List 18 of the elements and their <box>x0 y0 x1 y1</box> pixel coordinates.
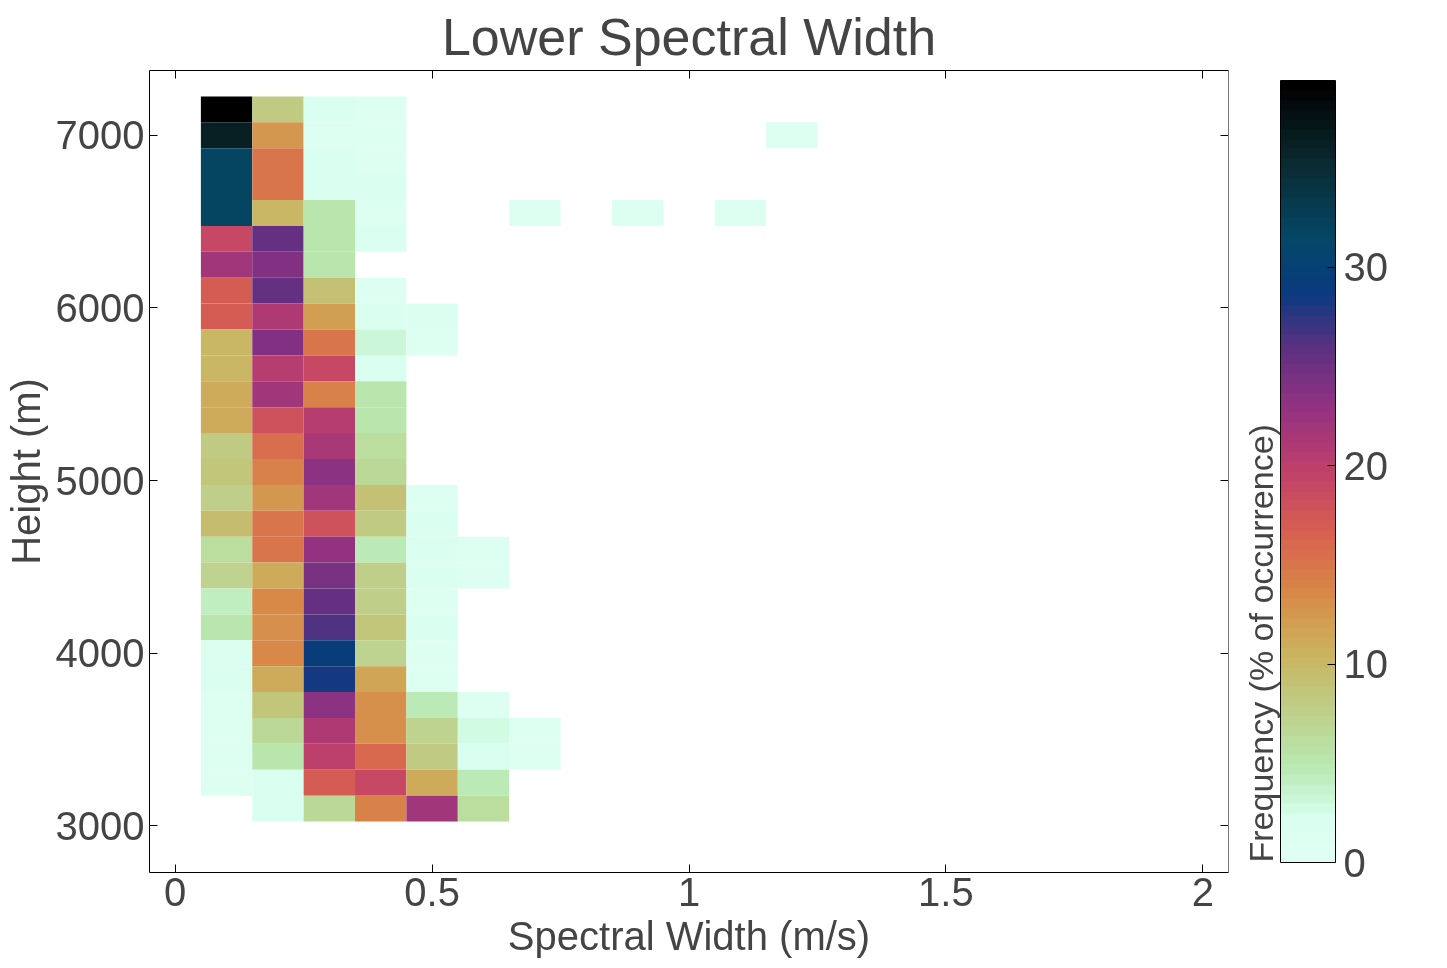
y-tick-label: 7000 <box>55 113 145 158</box>
x-tick-label: 0 <box>164 869 187 914</box>
y-tick-label: 6000 <box>55 285 145 330</box>
color-bar-label: 30 <box>1343 245 1388 290</box>
color-bar-title: Frequency (% of occurrence) <box>1241 424 1280 863</box>
y-tick-label: 3000 <box>55 803 145 848</box>
x-axis-title: Spectral Width (m/s) <box>507 913 871 958</box>
color-bar-label: 0 <box>1343 840 1366 885</box>
x-tick-label: 1.5 <box>918 869 974 914</box>
color-bar-label: 20 <box>1343 443 1388 488</box>
y-tick-label: 4000 <box>55 631 145 676</box>
x-tick-label: 1 <box>677 869 701 914</box>
x-tick-label: 2 <box>1191 869 1214 914</box>
y-tick-label: 5000 <box>55 458 145 503</box>
x-tick-label: 0.5 <box>404 869 460 914</box>
color-bar-label: 10 <box>1343 642 1388 687</box>
chart-title: Lower Spectral Width <box>441 7 937 66</box>
y-axis-title: Height (m) <box>3 378 48 565</box>
